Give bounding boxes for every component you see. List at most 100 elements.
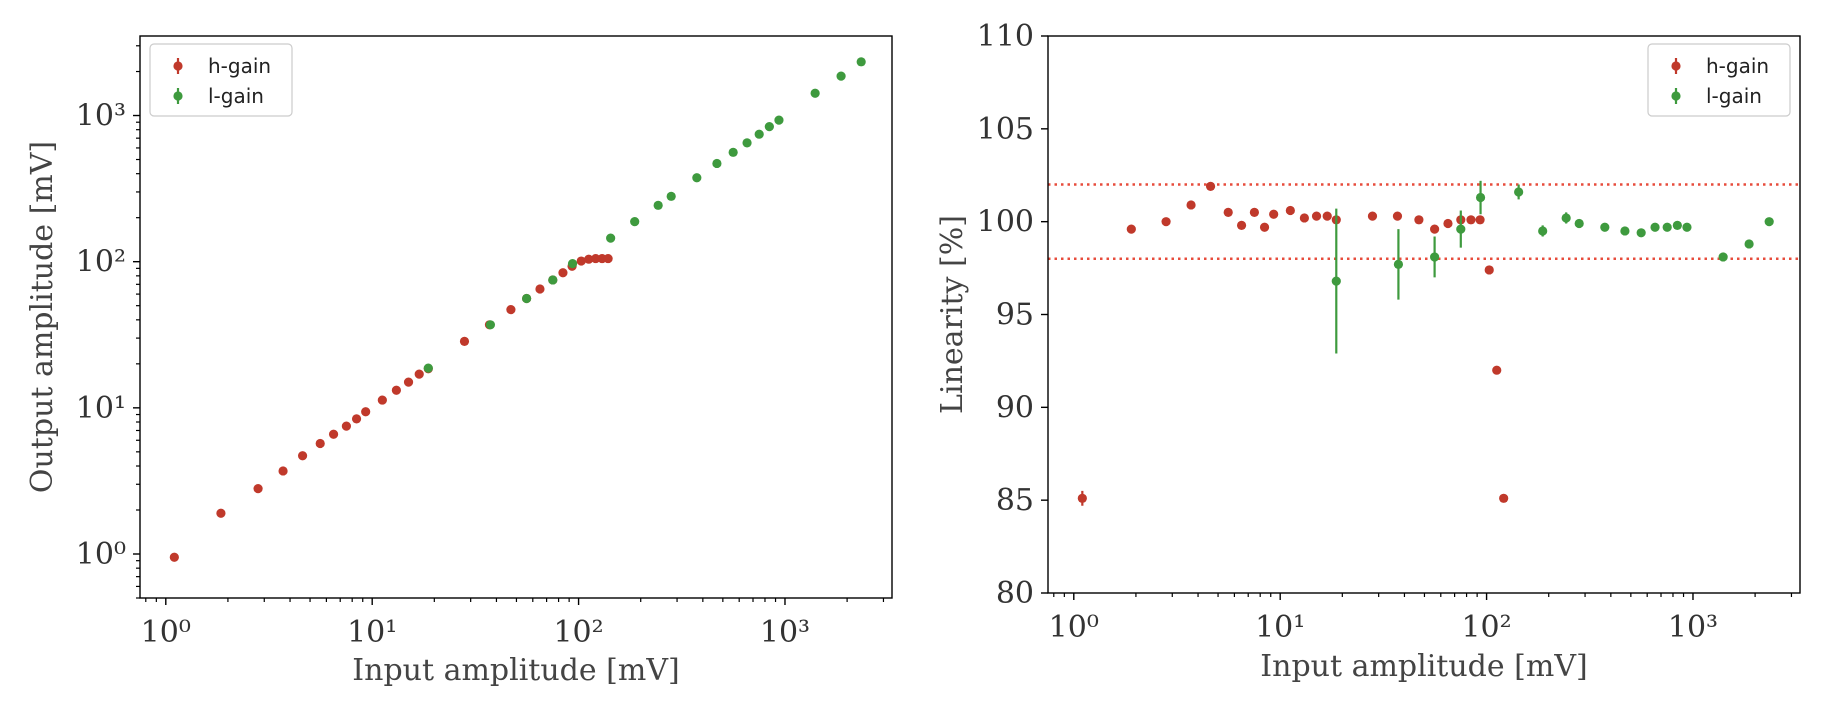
data-point (169, 552, 179, 562)
y-axis-label: Output amplitude [mV] (25, 141, 60, 493)
legend-box (1647, 43, 1791, 117)
data-point (754, 129, 764, 139)
data-point (1600, 222, 1610, 232)
data-point (522, 293, 532, 304)
x-tick-label: 10¹ (1255, 610, 1305, 645)
x-tick-label: 10³ (1668, 610, 1718, 645)
data-point (1186, 200, 1196, 210)
data-point (1456, 224, 1466, 234)
data-point (764, 121, 774, 132)
y-tick-label: 105 (977, 112, 1034, 147)
legend-label: h-gain (1706, 54, 1769, 78)
series-l-gain (423, 57, 866, 373)
data-point (1636, 228, 1646, 238)
data-point (591, 253, 601, 264)
y-tick-label: 90 (996, 390, 1034, 425)
data-point (1561, 213, 1571, 223)
legend-label: l-gain (1706, 84, 1762, 108)
series-h-gain (1077, 181, 1509, 506)
legend-label: h-gain (208, 54, 271, 78)
data-point (341, 421, 351, 431)
data-point (836, 71, 846, 81)
legend-marker (1671, 91, 1681, 101)
data-point (1466, 215, 1476, 225)
data-point (1514, 187, 1524, 197)
legend-marker (173, 61, 183, 71)
data-point (361, 407, 371, 417)
y-axis-label: Linearity [%] (935, 215, 970, 414)
data-point (1538, 226, 1548, 236)
data-point (1126, 224, 1136, 234)
data-point (1484, 265, 1494, 275)
data-point (1430, 224, 1440, 234)
data-point (1249, 207, 1259, 217)
chart-1: 10⁰ 10¹ 10² 10³ 10⁰ 10¹ 10² 10³ Input amplitude … (25, 35, 893, 688)
data-point (1393, 259, 1404, 269)
data-point (1492, 365, 1502, 375)
data-point (485, 320, 496, 330)
data-point (1430, 252, 1440, 262)
data-point (459, 336, 470, 346)
data-point (253, 484, 263, 494)
data-point (692, 173, 702, 183)
data-point (1650, 222, 1660, 232)
data-point (1764, 217, 1774, 227)
plot-frame (139, 35, 893, 599)
data-point (1161, 217, 1171, 227)
data-point (1077, 493, 1087, 503)
data-point (1620, 226, 1630, 236)
x-tick-label: 10³ (760, 615, 810, 650)
legend-label: l-gain (208, 84, 264, 108)
data-point (535, 284, 545, 294)
data-point (278, 466, 288, 476)
y-tick-label: 100 (977, 205, 1034, 240)
data-point (1311, 211, 1322, 221)
data-point (414, 369, 424, 379)
series-h-gain (169, 253, 613, 562)
series-l-gain (1331, 180, 1774, 354)
x-axis-label: Input amplitude [mV] (1260, 649, 1587, 684)
data-point (1499, 493, 1509, 503)
data-point (315, 438, 325, 449)
data-point (606, 233, 616, 243)
data-point (423, 363, 433, 373)
x-tick-label: 10¹ (347, 615, 397, 650)
data-point (603, 253, 613, 264)
data-point (1672, 220, 1682, 230)
legend-marker (173, 91, 183, 101)
data-point (576, 256, 586, 266)
data-point (391, 385, 401, 395)
data-point (1662, 222, 1672, 232)
data-point (1475, 192, 1486, 203)
data-point (1718, 252, 1728, 262)
data-point (728, 147, 738, 157)
data-point (774, 115, 784, 125)
data-point (548, 275, 558, 285)
data-point (328, 429, 339, 439)
data-point (403, 377, 414, 387)
data-point (297, 451, 308, 461)
data-point (351, 414, 362, 424)
data-point (1744, 239, 1754, 249)
data-point (506, 305, 516, 315)
data-point (1223, 207, 1233, 217)
y-tick-label: 95 (996, 298, 1034, 333)
y-tick-label: 80 (996, 576, 1034, 611)
data-point (1682, 222, 1692, 232)
data-point (558, 268, 568, 278)
x-tick-label: 10⁰ (1049, 610, 1099, 645)
data-point (1475, 215, 1485, 225)
data-point (1285, 205, 1295, 216)
data-point (653, 200, 663, 210)
y-tick-label: 10⁰ (76, 537, 126, 572)
data-point (1322, 211, 1332, 221)
y-tick-label: 10² (76, 245, 126, 280)
x-axis-label: Input amplitude [mV] (352, 653, 679, 688)
legend-box (149, 43, 293, 117)
y-tick-label: 110 (977, 19, 1034, 54)
data-point (1392, 211, 1403, 221)
data-point (666, 191, 676, 201)
data-point (712, 158, 722, 169)
data-point (1331, 276, 1341, 286)
